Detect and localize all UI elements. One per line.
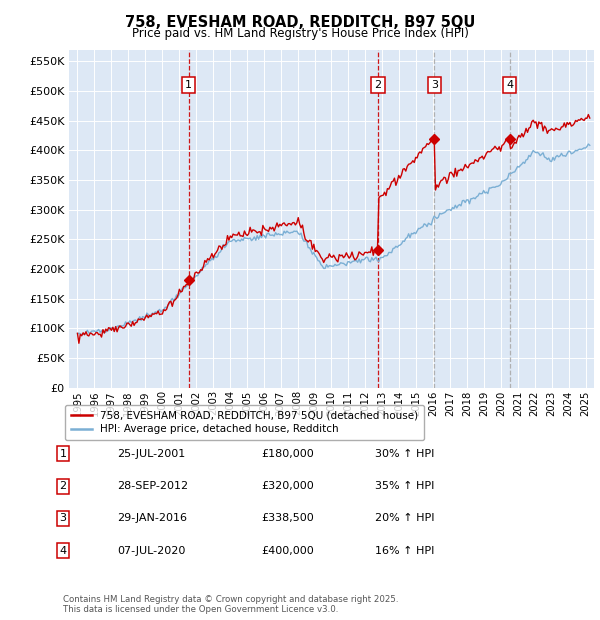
Text: 758, EVESHAM ROAD, REDDITCH, B97 5QU: 758, EVESHAM ROAD, REDDITCH, B97 5QU (125, 15, 475, 30)
Text: £180,000: £180,000 (261, 449, 314, 459)
Text: Contains HM Land Registry data © Crown copyright and database right 2025.: Contains HM Land Registry data © Crown c… (63, 595, 398, 604)
Text: This data is licensed under the Open Government Licence v3.0.: This data is licensed under the Open Gov… (63, 604, 338, 614)
Text: 28-SEP-2012: 28-SEP-2012 (117, 481, 188, 491)
Text: 1: 1 (59, 449, 67, 459)
Text: Price paid vs. HM Land Registry's House Price Index (HPI): Price paid vs. HM Land Registry's House … (131, 27, 469, 40)
Text: 2: 2 (59, 481, 67, 491)
Text: 1: 1 (185, 80, 192, 90)
Text: £400,000: £400,000 (261, 546, 314, 556)
Text: 20% ↑ HPI: 20% ↑ HPI (375, 513, 434, 523)
Text: £338,500: £338,500 (261, 513, 314, 523)
Text: 4: 4 (506, 80, 513, 90)
Text: 07-JUL-2020: 07-JUL-2020 (117, 546, 185, 556)
Text: 3: 3 (431, 80, 438, 90)
Text: 3: 3 (59, 513, 67, 523)
Text: 30% ↑ HPI: 30% ↑ HPI (375, 449, 434, 459)
Text: 4: 4 (59, 546, 67, 556)
Text: 35% ↑ HPI: 35% ↑ HPI (375, 481, 434, 491)
Text: 25-JUL-2001: 25-JUL-2001 (117, 449, 185, 459)
Text: 16% ↑ HPI: 16% ↑ HPI (375, 546, 434, 556)
Text: 29-JAN-2016: 29-JAN-2016 (117, 513, 187, 523)
Text: £320,000: £320,000 (261, 481, 314, 491)
Legend: 758, EVESHAM ROAD, REDDITCH, B97 5QU (detached house), HPI: Average price, detac: 758, EVESHAM ROAD, REDDITCH, B97 5QU (de… (65, 405, 424, 440)
Text: 2: 2 (374, 80, 382, 90)
